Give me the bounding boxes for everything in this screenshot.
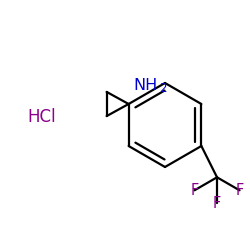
Text: F: F — [236, 183, 244, 198]
Text: HCl: HCl — [28, 108, 56, 126]
Text: 2: 2 — [159, 82, 166, 96]
Text: NH: NH — [134, 78, 158, 94]
Text: F: F — [213, 196, 221, 211]
Text: F: F — [190, 183, 199, 198]
